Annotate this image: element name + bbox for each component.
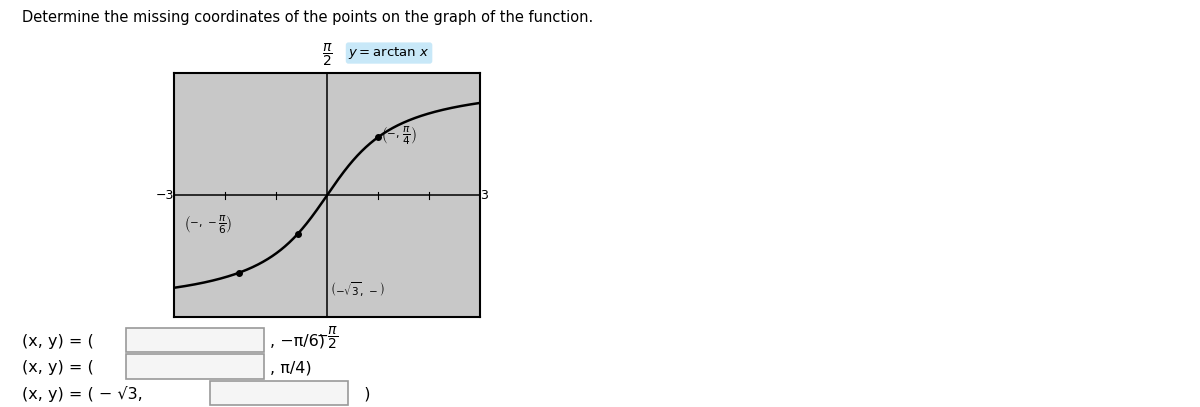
Text: ): ): [354, 387, 371, 401]
Text: (x, y) = (: (x, y) = (: [22, 360, 94, 375]
Text: , −π/6): , −π/6): [270, 334, 325, 348]
Text: $\left(-,\,\dfrac{\pi}{4}\right)$: $\left(-,\,\dfrac{\pi}{4}\right)$: [380, 124, 416, 146]
Text: , π/4): , π/4): [270, 360, 312, 375]
Text: 3: 3: [480, 189, 488, 202]
Text: $\left(-\sqrt{3},\,-\right)$: $\left(-\sqrt{3},\,-\right)$: [330, 280, 384, 298]
Text: −3: −3: [156, 189, 174, 202]
Text: $\left(-,\,-\dfrac{\pi}{6}\right)$: $\left(-,\,-\dfrac{\pi}{6}\right)$: [185, 213, 233, 235]
Text: (x, y) = ( − √3,: (x, y) = ( − √3,: [22, 386, 143, 402]
Text: $\dfrac{\pi}{2}$: $\dfrac{\pi}{2}$: [322, 42, 332, 68]
Text: $-\dfrac{\pi}{2}$: $-\dfrac{\pi}{2}$: [316, 325, 338, 351]
Text: Determine the missing coordinates of the points on the graph of the function.: Determine the missing coordinates of the…: [22, 10, 593, 25]
Text: (x, y) = (: (x, y) = (: [22, 334, 94, 348]
Text: $y = \arctan\, x$: $y = \arctan\, x$: [348, 45, 430, 61]
